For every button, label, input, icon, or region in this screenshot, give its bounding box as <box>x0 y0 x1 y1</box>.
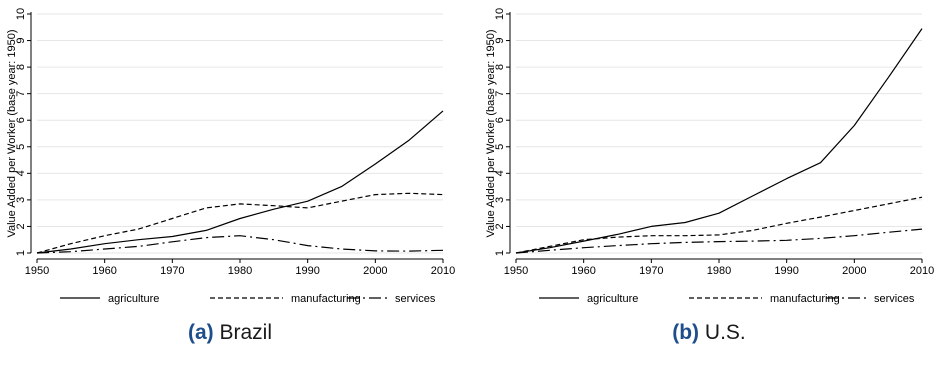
y-tick-label: 4 <box>15 170 27 176</box>
y-tick-label: 6 <box>494 117 506 123</box>
x-tick-label: 2000 <box>842 265 866 277</box>
y-tick-label: 6 <box>15 117 27 123</box>
y-tick-label: 2 <box>15 223 27 229</box>
caption-tag: (b) <box>672 321 700 344</box>
y-tick-label: 1 <box>15 250 27 256</box>
panel-us: 1 2 3 4 5 6 7 8 9 10 1950 1960 1970 1980 1990 2000 2010 V… <box>479 0 939 373</box>
x-tick-label: 1980 <box>228 265 252 277</box>
caption-text: U.S. <box>704 321 746 344</box>
legend-label-services: services <box>395 293 436 305</box>
x-tick-label: 1980 <box>707 265 731 277</box>
y-tick-label: 9 <box>494 37 506 43</box>
x-tick-label: 1970 <box>639 265 663 277</box>
y-axis-title: Value Added per Worker (base year: 1950) <box>6 29 18 237</box>
caption-us: (b) U.S. <box>479 321 939 345</box>
series-line-manufacturing <box>515 196 923 254</box>
y-tick-label: 2 <box>494 223 506 229</box>
y-tick-label: 4 <box>494 170 506 176</box>
series-line-agriculture <box>515 28 923 254</box>
y-tick-label: 1 <box>494 250 506 256</box>
y-tick-label: 8 <box>494 64 506 70</box>
panel-brazil: 1 2 3 4 5 6 7 8 9 10 1950 1960 1970 1980 1990 2000 2010 V… <box>0 0 460 373</box>
x-tick-label: 1960 <box>571 265 595 277</box>
caption-tag: (a) <box>187 321 214 344</box>
y-axis-title: Value Added per Worker (base year: 1950) <box>485 29 497 237</box>
series-line-services <box>515 228 923 254</box>
x-tick-label: 2000 <box>363 265 387 277</box>
y-tick-label: 7 <box>494 91 506 97</box>
chart-us: 1 2 3 4 5 6 7 8 9 10 1950 1960 1970 1980 1990 2000 2010 V… <box>485 8 934 305</box>
caption-text: Brazil <box>219 321 273 344</box>
legend-label-agriculture: agriculture <box>108 293 159 305</box>
x-tick-label: 1990 <box>774 265 798 277</box>
caption-brazil: (a) Brazil <box>0 321 460 345</box>
series-line-services <box>36 235 444 254</box>
x-tick-label: 1960 <box>92 265 116 277</box>
series-line-agriculture <box>36 110 444 254</box>
x-tick-label: 2010 <box>910 265 934 277</box>
y-tick-label: 7 <box>15 91 27 97</box>
y-tick-label: 3 <box>494 197 506 203</box>
x-tick-label: 1950 <box>504 265 528 277</box>
y-tick-label: 10 <box>494 8 506 20</box>
legend-label-services: services <box>874 293 915 305</box>
y-tick-label: 3 <box>15 197 27 203</box>
x-tick-label: 1950 <box>25 265 49 277</box>
chart-brazil: 1 2 3 4 5 6 7 8 9 10 1950 1960 1970 1980 1990 2000 2010 V… <box>6 8 455 305</box>
y-tick-label: 5 <box>15 144 27 150</box>
x-tick-label: 1970 <box>160 265 184 277</box>
y-tick-label: 8 <box>15 64 27 70</box>
y-tick-label: 10 <box>15 8 27 20</box>
legend-label-manufacturing: manufacturing <box>770 293 840 305</box>
y-tick-label: 5 <box>494 144 506 150</box>
x-tick-label: 1990 <box>295 265 319 277</box>
y-tick-label: 9 <box>15 37 27 43</box>
series-line-manufacturing <box>36 192 444 254</box>
x-tick-label: 2010 <box>431 265 455 277</box>
legend-label-agriculture: agriculture <box>587 293 638 305</box>
legend-label-manufacturing: manufacturing <box>291 293 361 305</box>
